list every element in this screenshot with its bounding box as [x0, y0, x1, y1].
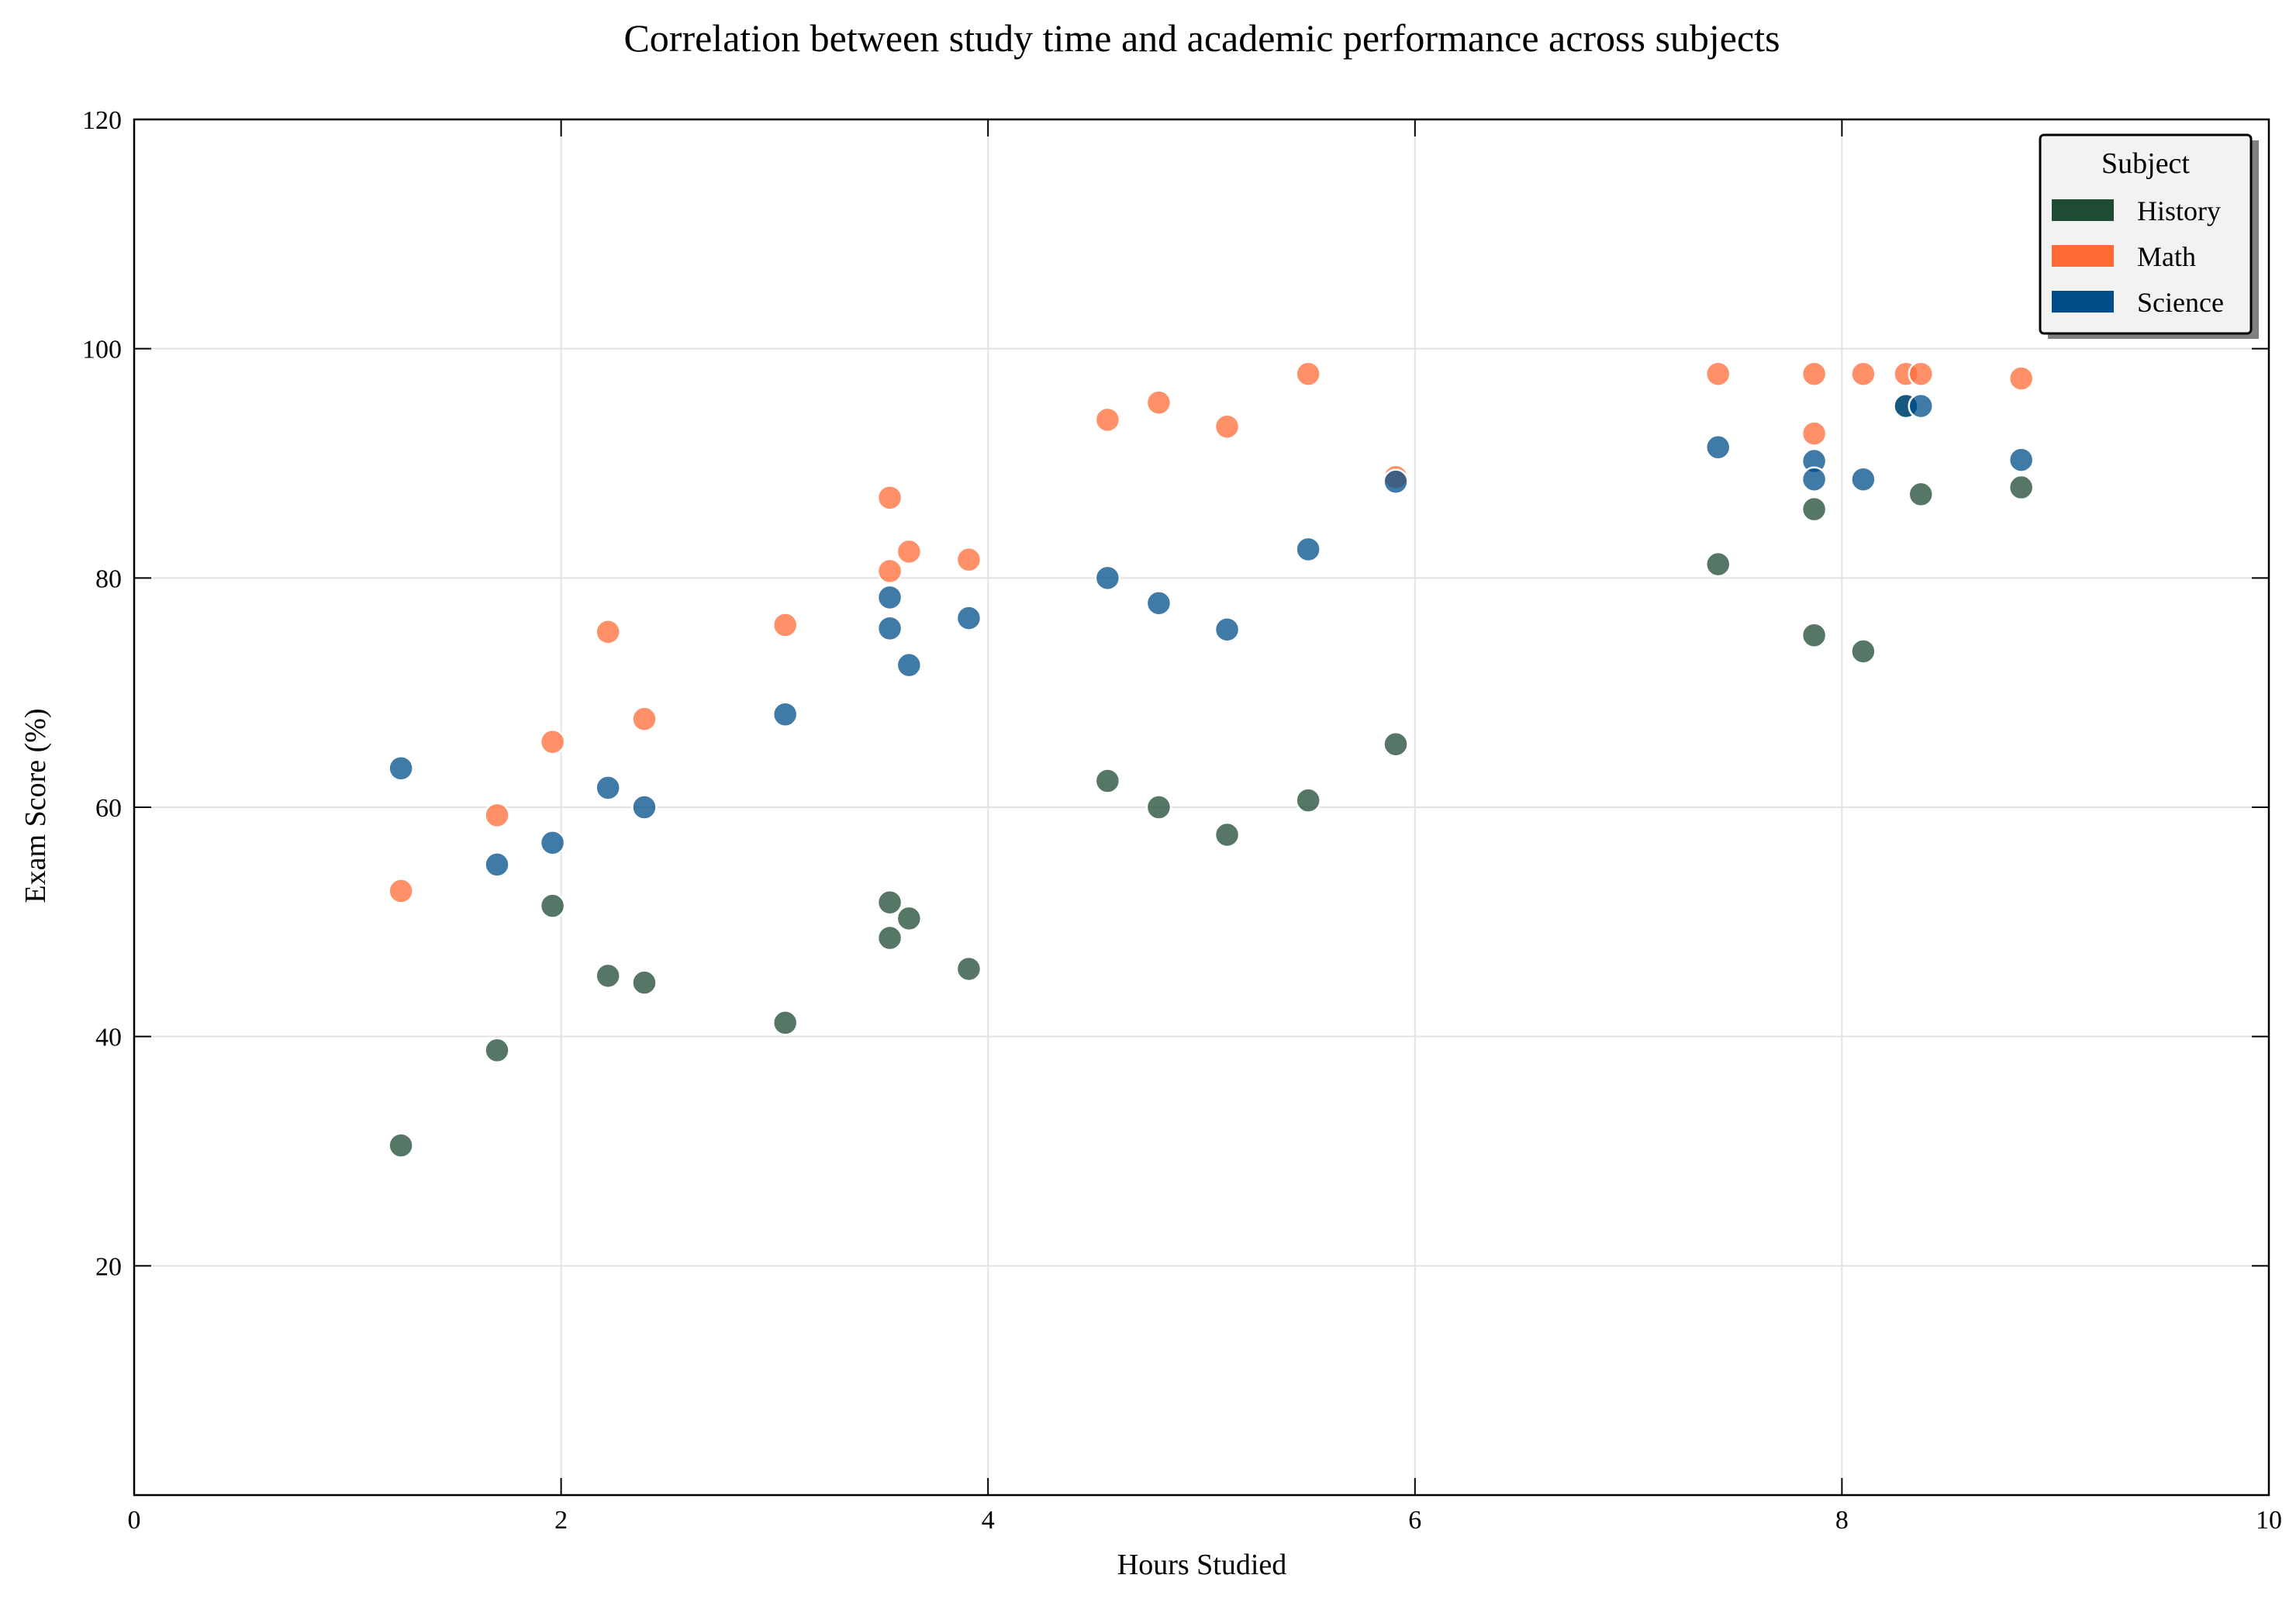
math-point [484, 802, 510, 829]
legend-swatch-math [2052, 245, 2114, 267]
math-point [1094, 406, 1121, 433]
math-point [772, 612, 799, 638]
science-point [1094, 565, 1121, 592]
math-point [876, 485, 903, 511]
legend-items: History Math Science [2052, 195, 2224, 318]
history-point [631, 969, 658, 996]
math-point [1214, 413, 1241, 440]
y-tick-label: 80 [95, 565, 122, 593]
science-point [1801, 466, 1828, 492]
math-point [595, 619, 621, 645]
history-point [772, 1010, 799, 1036]
data-points [388, 361, 2035, 1159]
y-tick-label: 100 [82, 336, 122, 364]
history-point [484, 1037, 510, 1064]
legend-label-science: Science [2137, 287, 2224, 318]
history-point [1214, 821, 1241, 848]
science-point [2008, 447, 2035, 473]
math-point [1295, 361, 1321, 387]
science-point [595, 775, 621, 801]
science-point [876, 615, 903, 642]
legend-box [2039, 133, 2253, 335]
science-point [388, 755, 414, 782]
history-point [1850, 638, 1877, 665]
science-point [896, 651, 923, 679]
history-point [1383, 730, 1409, 758]
science-point [484, 851, 510, 878]
history-point [876, 889, 903, 916]
science-point [1214, 616, 1241, 643]
history-point [1704, 551, 1731, 578]
legend-title: Subject [2101, 147, 2190, 180]
y-tick-label: 120 [82, 106, 122, 135]
math-point [876, 558, 903, 585]
science-point [772, 701, 799, 728]
legend-label-math: Math [2137, 241, 2196, 272]
x-tick-label: 10 [2256, 1506, 2282, 1535]
y-tick-label: 40 [95, 1024, 122, 1052]
history-point [2008, 474, 2035, 501]
science-point [631, 794, 658, 820]
math-point [2008, 365, 2035, 392]
x-tick-label: 8 [1835, 1506, 1849, 1535]
chart-title: Correlation between study time and acade… [623, 16, 1780, 60]
x-axis-title: Hours Studied [1117, 1549, 1287, 1581]
history-point [539, 893, 566, 919]
x-tick-label: 6 [1408, 1506, 1421, 1535]
legend-label-history: History [2137, 195, 2221, 226]
math-point [1850, 361, 1877, 387]
math-point [388, 878, 414, 904]
history-point [1094, 768, 1121, 794]
legend-swatch-history [2052, 199, 2114, 221]
x-tick-label: 4 [982, 1506, 995, 1535]
science-point [876, 584, 903, 611]
legend-swatch-science [2052, 291, 2114, 313]
history-point [595, 962, 621, 989]
legend: Subject History Math Science [2039, 133, 2259, 339]
y-tick-label: 20 [95, 1252, 122, 1281]
science-point [1704, 434, 1731, 461]
series-math [388, 361, 2035, 904]
history-point [1145, 794, 1172, 820]
math-point [631, 706, 658, 732]
history-point [388, 1132, 414, 1159]
y-tick-label: 60 [95, 794, 122, 823]
math-point [1801, 420, 1828, 447]
math-point [896, 538, 923, 565]
axis-ticks: 0 2 4 6 8 10 20 40 60 80 100 120 [82, 106, 2282, 1535]
history-point [896, 905, 923, 932]
x-tick-label: 0 [128, 1506, 141, 1535]
series-science [388, 392, 2035, 878]
science-point [1850, 466, 1877, 492]
history-point [955, 955, 982, 983]
history-point [876, 924, 903, 951]
math-point [955, 546, 982, 573]
science-point [1145, 590, 1172, 616]
y-axis-title: Exam Score (%) [19, 708, 52, 903]
history-point [1801, 496, 1828, 523]
math-point [1704, 361, 1731, 387]
science-point [539, 830, 566, 856]
math-point [1801, 361, 1828, 387]
history-point [1801, 622, 1828, 648]
history-point [1295, 787, 1321, 813]
science-point [955, 605, 982, 631]
science-point [1908, 392, 1935, 420]
math-point [539, 728, 566, 755]
science-point [1295, 536, 1321, 563]
history-point [1908, 481, 1935, 508]
math-point [1145, 389, 1172, 416]
math-point [1908, 361, 1935, 387]
science-point [1383, 468, 1409, 495]
x-tick-label: 2 [554, 1506, 568, 1535]
